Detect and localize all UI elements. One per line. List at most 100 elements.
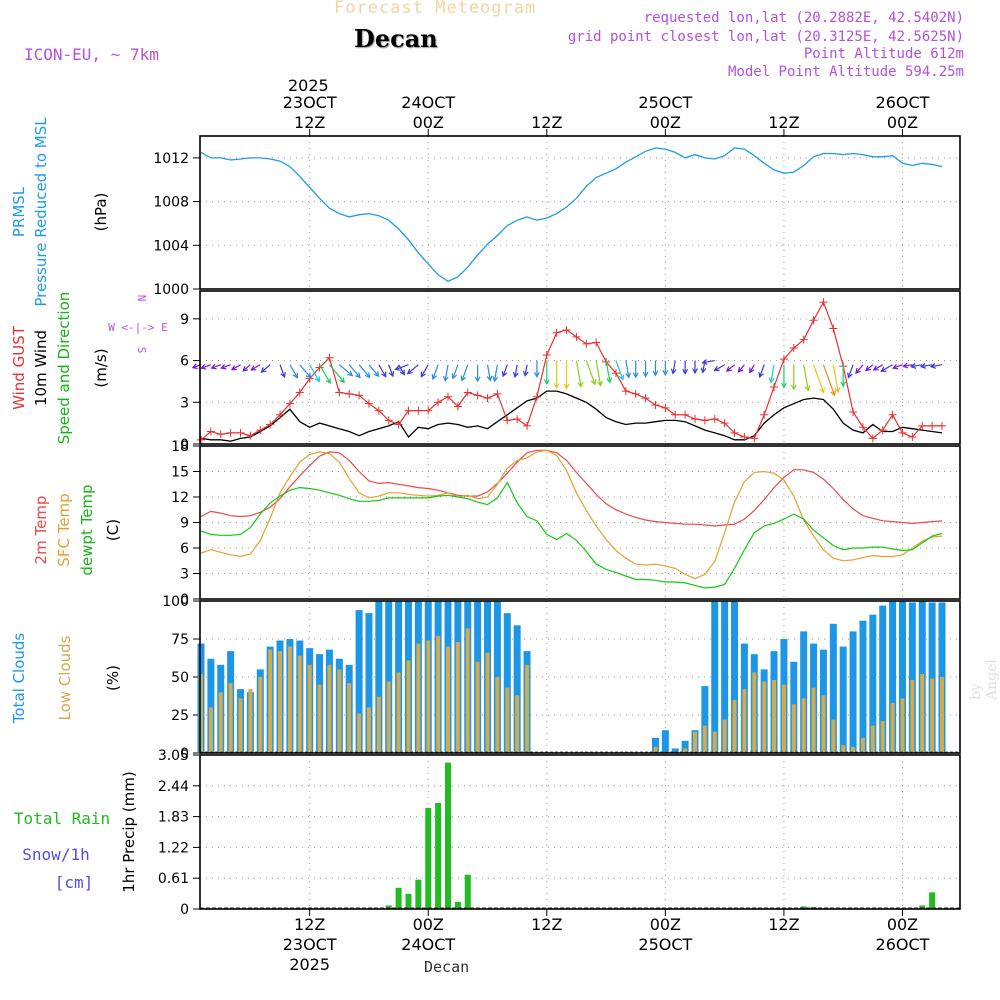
low-cloud-bar [702, 725, 707, 753]
wind-arrow-head [713, 365, 720, 372]
wind-direction-arrow [211, 364, 221, 369]
wind-direction-arrow [881, 364, 893, 372]
wind-direction-arrow [279, 364, 286, 378]
wind-direction-arrow [398, 364, 405, 375]
wind-gust-point [513, 414, 522, 423]
wind-gust-point [819, 298, 828, 307]
wind-gust-point [374, 406, 383, 415]
total-cloud-bar [513, 625, 521, 753]
wind-gust-point [661, 403, 670, 412]
top-time-label: 00Z [887, 113, 918, 132]
compass-west-east: W <-|-> E [108, 321, 168, 334]
pressure-label-prmsl: PRMSL [10, 186, 28, 237]
wind-10m-label: 10m Wind [32, 330, 50, 406]
wind-arrow-head [260, 367, 267, 373]
low-cloud-bar [811, 687, 816, 753]
wind-gust-point [770, 382, 779, 391]
wind-arrow-head [700, 367, 707, 374]
wind-arrow-head [830, 390, 836, 397]
pressure-unit: (hPa) [92, 193, 110, 232]
wind-gust-point [681, 410, 690, 419]
wind-gust-point [621, 387, 630, 396]
wind-gust-point [799, 335, 808, 344]
wind-direction-arrow [514, 364, 518, 377]
wind-direction-label: Speed and Direction [55, 292, 73, 445]
y-tick-label: 3.05 [158, 748, 189, 764]
low-cloud-bar [258, 677, 263, 753]
wind-arrow-head [339, 377, 345, 384]
wind-gust-series-line [200, 300, 942, 441]
clouds-unit: (%) [104, 665, 122, 691]
low-cloud-bar [880, 721, 885, 753]
wind-arrow-head [865, 365, 871, 372]
wind-arrow-head [606, 377, 613, 384]
low-cloud-bar [376, 696, 381, 753]
wind-gust-point [256, 426, 265, 435]
wind-direction-arrow [299, 364, 312, 379]
bottom-time-label: 00Z [650, 915, 681, 934]
total-cloud-bar [829, 623, 837, 753]
wind-direction-arrow [911, 364, 923, 368]
snow-unit-label: [cm] [55, 873, 94, 892]
rain-bar [454, 901, 461, 909]
total-cloud-bar [355, 610, 363, 753]
wind-gust-point [236, 428, 245, 437]
top-year: 2025 [288, 76, 329, 95]
wind-direction-arrow [261, 364, 271, 373]
wind-arrow-head [533, 372, 540, 378]
wind-arrow-head [840, 381, 847, 388]
low-cloud-bar [485, 652, 490, 753]
wind-arrow-head [919, 363, 927, 369]
wind-arrow-head [486, 375, 493, 382]
wind-gust-point [611, 369, 620, 378]
bottom-time-label: 12Z [531, 915, 562, 934]
wind-direction-arrow [358, 364, 371, 378]
rain-bar [415, 879, 422, 909]
total-cloud-bar [869, 614, 877, 753]
wind-gust-point [760, 410, 769, 419]
y-tick-label: 2.44 [158, 779, 189, 795]
wind-direction-arrow [395, 364, 409, 370]
wind-gust-point [938, 421, 946, 430]
wind-arrow-head [662, 370, 669, 377]
wind-direction-arrow [309, 364, 320, 382]
wind-arrow-head [314, 376, 320, 383]
wind-arrow-head [474, 376, 481, 383]
wind-direction-arrow [832, 364, 839, 393]
low-cloud-bar [436, 635, 441, 753]
low-cloud-bar [762, 681, 767, 753]
wind-gust-point [206, 427, 215, 436]
forecast-title: Forecast Meteogram [334, 0, 537, 18]
y-tick-label: 1012 [153, 151, 189, 167]
low-cloud-bar [525, 664, 530, 753]
location-title: Decan [354, 24, 438, 53]
total-cloud-bar [701, 686, 709, 753]
low-cloud-bar [683, 748, 688, 753]
low-cloud-bar [831, 719, 836, 753]
wind-direction-arrow [865, 364, 874, 371]
wind-gust-point [295, 388, 304, 397]
wind-gust-point [266, 420, 275, 429]
wind-direction-arrow [812, 364, 825, 393]
wind-arrow-head [420, 371, 426, 378]
wind-direction-arrow [348, 364, 361, 378]
wind-gust-point [345, 389, 354, 398]
wind-direction-arrow [625, 360, 630, 378]
wind-panel-frame [199, 290, 961, 445]
wind-gust-point [325, 353, 334, 362]
y-tick-label: 0 [180, 437, 189, 453]
low-cloud-bar [218, 692, 223, 753]
low-cloud-bar [465, 628, 470, 753]
wind-gust-point [542, 350, 551, 359]
wind-direction-arrow [822, 364, 836, 396]
wind-arrow-head [210, 363, 217, 370]
model-altitude: Model Point Altitude 594.25m [727, 64, 964, 80]
wind-arrow-head [768, 377, 775, 384]
wind-arrow-head [501, 371, 508, 378]
low-cloud-bar [228, 683, 233, 753]
top-time-label: 23OCT [283, 93, 337, 112]
low-cloud-bar [199, 673, 203, 753]
wind-arrow-head [292, 372, 299, 379]
wind-gust-point [434, 398, 443, 407]
wind-gust-point [453, 402, 462, 411]
